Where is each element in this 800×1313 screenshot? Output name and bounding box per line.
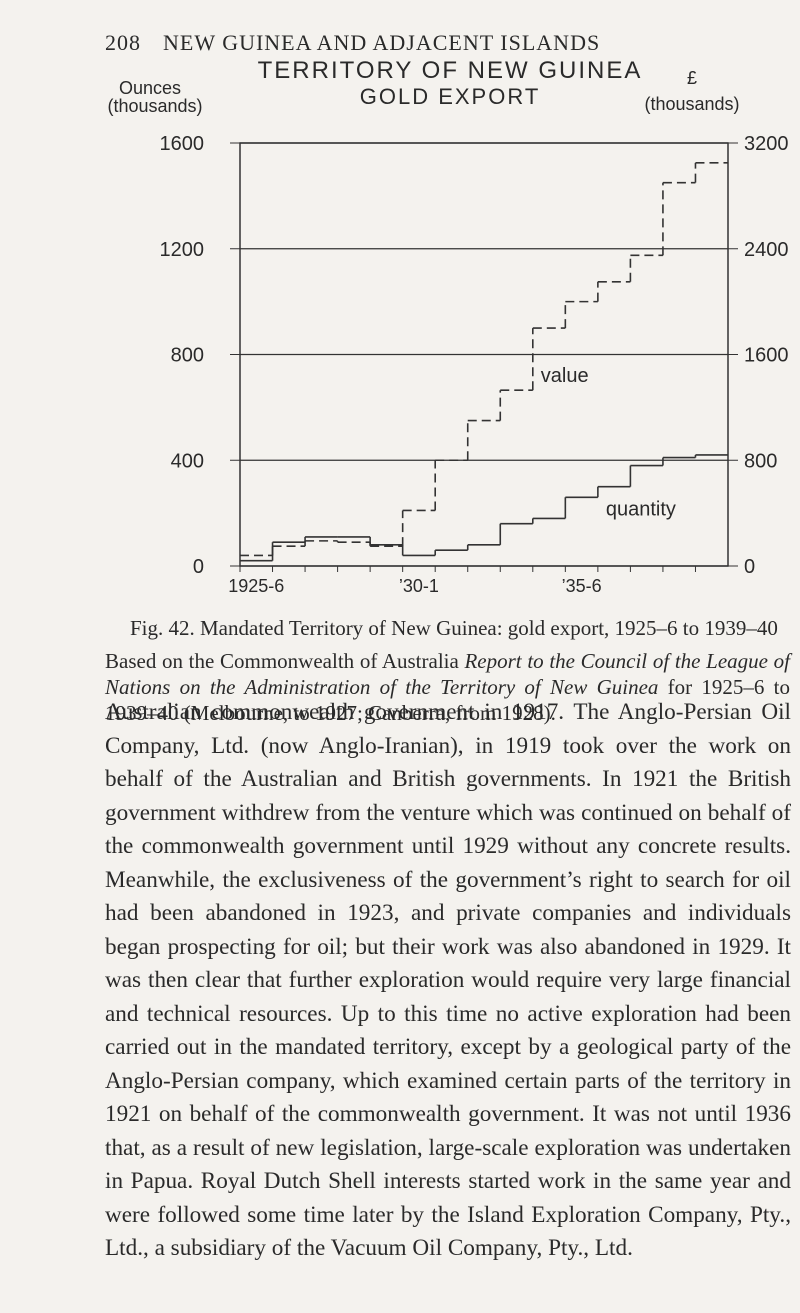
y2-label: £ <box>687 68 697 88</box>
y2-tick-label: 2400 <box>744 239 789 261</box>
chart-title: TERRITORY OF NEW GUINEA <box>258 60 643 84</box>
source-text: for 1925–6 to 1939–40 (Melbourne, to 192… <box>105 675 790 725</box>
y-tick-label: 1200 <box>160 239 205 261</box>
running-title: NEW GUINEA AND ADJACENT ISLANDS <box>163 30 601 55</box>
y2-label: (thousands) <box>644 94 739 114</box>
y2-tick-label: 1600 <box>744 345 789 367</box>
running-head: 208 NEW GUINEA AND ADJACENT ISLANDS <box>105 30 600 56</box>
y2-tick-label: 3200 <box>744 133 789 155</box>
y-tick-label: 800 <box>171 345 204 367</box>
chart: TERRITORY OF NEW GUINEA GOLD EXPORT Ounc… <box>107 60 789 596</box>
y2-tick-label: 800 <box>744 450 777 472</box>
source-title: Report to the Council of the League of N… <box>105 649 790 699</box>
y-label: (thousands) <box>107 96 202 116</box>
body-text: Australian commonwealth government in 19… <box>105 699 791 1261</box>
y2-tick-label: 0 <box>744 556 755 578</box>
source-text: Based on the Commonwealth of Australia <box>105 649 465 673</box>
x-tick-label: ’30-1 <box>399 576 439 596</box>
y-tick-label: 1600 <box>160 133 205 155</box>
y-label: Ounces <box>119 78 181 98</box>
x-tick-label: 1925-6 <box>228 576 284 596</box>
caption: Fig. 42. Mandated Territory of New Guine… <box>130 616 778 640</box>
x-tick-label: ’35-6 <box>562 576 602 596</box>
y-tick-label: 0 <box>193 556 204 578</box>
series-label: value <box>541 365 589 387</box>
chart-subtitle: GOLD EXPORT <box>360 84 541 109</box>
series-label: quantity <box>606 498 676 520</box>
source-note: Based on the Commonwealth of Australia R… <box>105 648 790 726</box>
y-tick-label: 400 <box>171 450 204 472</box>
page-number: 208 <box>105 30 141 55</box>
